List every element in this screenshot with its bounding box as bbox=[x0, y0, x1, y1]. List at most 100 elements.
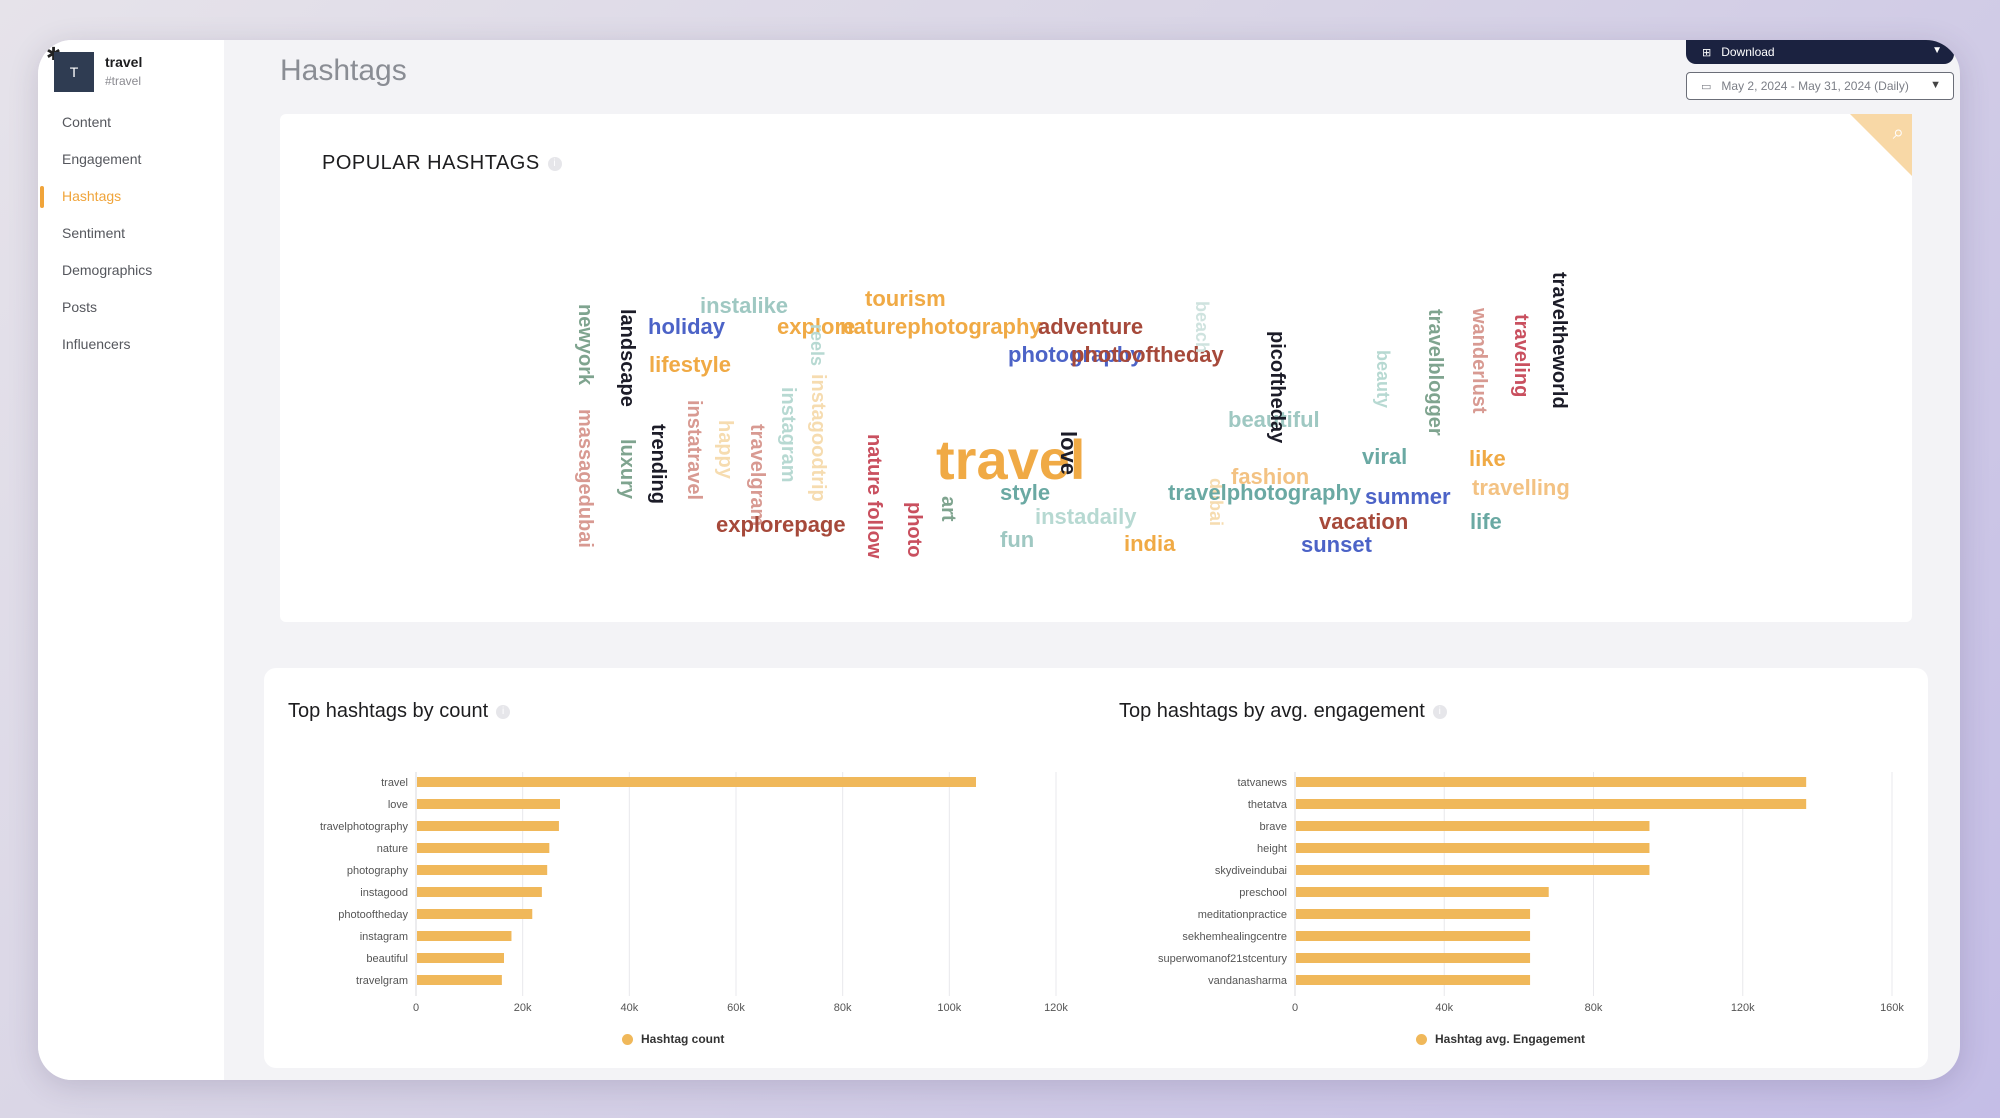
bar[interactable] bbox=[417, 843, 550, 853]
bar[interactable] bbox=[417, 909, 533, 919]
popular-hashtags-card: POPULAR HASHTAGS i ⌕ newyork massagedubai l… bbox=[280, 114, 1912, 622]
legend-swatch bbox=[622, 1033, 633, 1045]
sidebar-item-influencers[interactable]: Influencers bbox=[62, 336, 131, 352]
hashtag-word[interactable]: travelblogger bbox=[1424, 309, 1446, 436]
bar[interactable] bbox=[417, 953, 504, 963]
bar[interactable] bbox=[1296, 777, 1807, 787]
hashtag-word[interactable]: wanderlust bbox=[1468, 308, 1490, 414]
bar[interactable] bbox=[1296, 975, 1531, 985]
hashtag-word[interactable]: traveltheworld bbox=[1548, 272, 1570, 409]
corner-search-button[interactable] bbox=[1850, 114, 1912, 176]
hashtag-word[interactable]: photooftheday bbox=[1071, 342, 1224, 367]
hashtag-word[interactable]: instagoodtrip bbox=[807, 374, 829, 502]
hashtag-word[interactable]: picoftheday bbox=[1266, 331, 1288, 444]
hashtag-word[interactable]: vacation bbox=[1319, 509, 1409, 534]
hashtag-word[interactable]: explorepage bbox=[716, 512, 846, 537]
hashtag-word[interactable]: photography bbox=[1008, 342, 1143, 367]
hashtag-word[interactable]: tourism bbox=[865, 286, 946, 311]
bar[interactable] bbox=[1296, 887, 1549, 897]
sidebar-item-demographics[interactable]: Demographics bbox=[62, 262, 153, 278]
hashtag-word[interactable]: instadaily bbox=[1035, 504, 1137, 529]
sidebar: ✱ T travel #travel Content Engagement Ha… bbox=[38, 40, 224, 1080]
bar[interactable] bbox=[1296, 931, 1531, 941]
hashtag-word[interactable]: explore bbox=[777, 314, 856, 339]
hashtag-word[interactable]: instagram bbox=[777, 387, 799, 483]
hashtag-word[interactable]: lifestyle bbox=[649, 352, 731, 377]
x-tick-label: 120k bbox=[1044, 1002, 1068, 1014]
bar[interactable] bbox=[1296, 799, 1807, 809]
hashtag-word[interactable]: india bbox=[1124, 531, 1176, 556]
bar[interactable] bbox=[417, 777, 976, 787]
hashtag-word[interactable]: travelphotography bbox=[1168, 480, 1362, 505]
date-range-select[interactable]: ▭ May 2, 2024 - May 31, 2024 (Daily) ▼ bbox=[1686, 72, 1954, 100]
legend-count[interactable]: Hashtag count bbox=[622, 1032, 724, 1046]
avatar[interactable]: T bbox=[54, 52, 94, 92]
category-label: beautiful bbox=[366, 953, 408, 965]
hashtag-word[interactable]: beautiful bbox=[1228, 407, 1320, 432]
bar[interactable] bbox=[1296, 821, 1650, 831]
info-icon[interactable]: i bbox=[1432, 704, 1447, 719]
hashtag-word[interactable]: massagedubai bbox=[574, 409, 596, 548]
download-button[interactable]: ⊞ Download ▼ bbox=[1686, 40, 1954, 64]
hashtag-word[interactable]: nature follow bbox=[863, 434, 885, 559]
hashtag-word[interactable]: summer bbox=[1365, 484, 1451, 509]
sidebar-item-sentiment[interactable]: Sentiment bbox=[62, 225, 126, 241]
info-icon[interactable]: i bbox=[547, 156, 562, 171]
hashtag-word[interactable]: fashion bbox=[1231, 464, 1310, 489]
hashtag-word[interactable]: traveling bbox=[1510, 314, 1532, 398]
bar[interactable] bbox=[1296, 865, 1650, 875]
search-icon[interactable]: ⌕ bbox=[1892, 122, 1904, 144]
hashtag-word[interactable]: luxury bbox=[616, 439, 638, 500]
sidebar-item-posts[interactable]: Posts bbox=[62, 299, 98, 315]
category-label: instagood bbox=[360, 887, 408, 899]
hashtag-word[interactable]: love bbox=[1056, 431, 1081, 476]
bar[interactable] bbox=[1296, 843, 1650, 853]
hashtag-word[interactable]: beach bbox=[1192, 301, 1212, 354]
bar[interactable] bbox=[417, 975, 502, 985]
top-hashtags-card: Top hashtags by count i Top hashtags by a… bbox=[264, 668, 1928, 1068]
hashtag-word[interactable]: newyork bbox=[574, 304, 596, 386]
hashtag-word[interactable]: instatravel bbox=[683, 400, 705, 501]
bar[interactable] bbox=[417, 821, 559, 831]
hashtag-word[interactable]: adventure bbox=[1038, 314, 1144, 339]
bar[interactable] bbox=[1296, 953, 1531, 963]
hashtag-word[interactable]: sunset bbox=[1301, 532, 1372, 557]
category-label: preschool bbox=[1239, 887, 1287, 899]
hashtag-word[interactable]: beauty bbox=[1373, 350, 1393, 409]
hashtag-word[interactable]: trending bbox=[647, 424, 669, 504]
chart-title-engagement-text: Top hashtags by avg. engagement bbox=[1119, 700, 1425, 722]
bar[interactable] bbox=[417, 799, 560, 809]
category-label: travelgram bbox=[356, 975, 408, 987]
hashtag-word[interactable]: travelgram bbox=[746, 424, 768, 527]
date-range-value: May 2, 2024 - May 31, 2024 (Daily) bbox=[1721, 79, 1909, 93]
bar[interactable] bbox=[1296, 909, 1531, 919]
hashtag-word[interactable]: viral bbox=[1362, 444, 1408, 469]
sidebar-item-engagement[interactable]: Engagement bbox=[62, 151, 142, 167]
hashtag-word[interactable]: naturephotography bbox=[840, 314, 1042, 339]
hashtag-word[interactable]: travel bbox=[936, 428, 1086, 491]
chevron-down-icon: ▼ bbox=[1930, 79, 1941, 91]
bar[interactable] bbox=[417, 931, 512, 941]
hashtag-word[interactable]: fun bbox=[1000, 527, 1035, 552]
info-icon[interactable]: i bbox=[496, 704, 511, 719]
hashtag-word[interactable]: art bbox=[937, 496, 959, 522]
hashtag-word[interactable]: photo bbox=[903, 502, 925, 558]
sidebar-item-hashtags[interactable]: Hashtags bbox=[38, 178, 224, 215]
legend-engagement[interactable]: Hashtag avg. Engagement bbox=[1416, 1032, 1585, 1046]
hashtag-word[interactable]: reels bbox=[807, 324, 827, 367]
legend-label: Hashtag avg. Engagement bbox=[1435, 1032, 1586, 1046]
hashtag-word[interactable]: happy bbox=[714, 420, 736, 479]
category-label: love bbox=[388, 799, 408, 811]
bar[interactable] bbox=[417, 887, 542, 897]
category-label: tatvanews bbox=[1237, 777, 1287, 789]
hashtag-word-cloud: newyork massagedubai landscape luxury trendi… bbox=[280, 114, 1912, 622]
hashtag-word[interactable]: like bbox=[1469, 446, 1506, 471]
hashtag-word[interactable]: instalike bbox=[700, 293, 789, 318]
hashtag-word[interactable]: landscape bbox=[616, 309, 638, 407]
sidebar-item-content[interactable]: Content bbox=[62, 114, 112, 130]
hashtag-word[interactable]: travelling bbox=[1472, 475, 1570, 500]
hashtag-word[interactable]: holiday bbox=[648, 314, 726, 339]
hashtag-word[interactable]: life bbox=[1470, 509, 1502, 534]
bar[interactable] bbox=[417, 865, 548, 875]
hashtag-word[interactable]: style bbox=[1000, 480, 1051, 505]
